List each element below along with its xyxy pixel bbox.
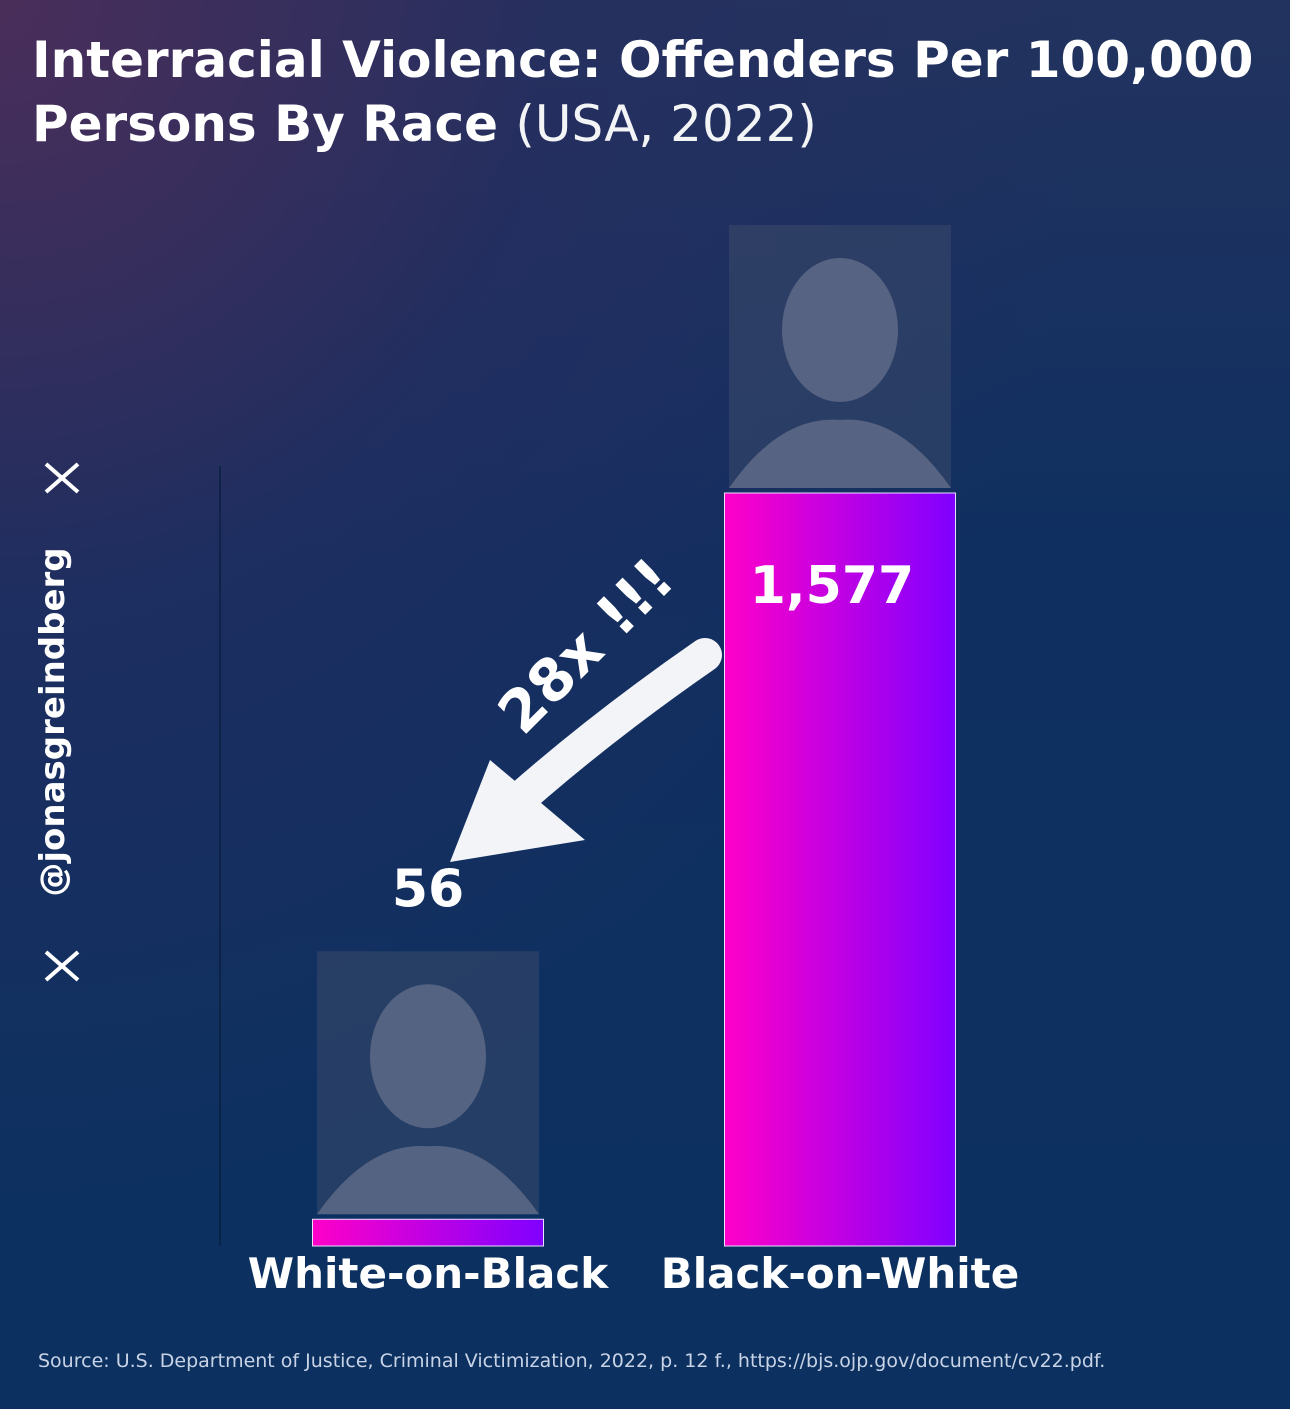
photo-shoulders	[729, 419, 951, 488]
x-icon	[44, 950, 80, 982]
chart-subtitle: (USA, 2022)	[515, 95, 817, 153]
photo-shoulders	[317, 1145, 539, 1215]
watermark-group: @jonasgreindberg	[33, 462, 80, 982]
photo-head	[370, 984, 486, 1129]
annotation: 28x !!!	[485, 545, 687, 747]
x-tick-label: Black-on-White	[661, 1249, 1020, 1298]
watermark: @jonasgreindberg	[33, 547, 73, 896]
chart-title-block: Interracial Violence: Offenders Per 100,…	[32, 28, 1262, 156]
bar	[312, 1218, 544, 1247]
value-label: 56	[392, 859, 464, 919]
source-note: Source: U.S. Department of Justice, Crim…	[38, 1350, 1106, 1372]
arrow-head	[450, 760, 585, 862]
chart-title: Interracial Violence: Offenders Per 100,…	[32, 31, 1254, 153]
photo-head	[782, 258, 898, 402]
x-icon	[44, 462, 80, 494]
x-tick-label: White-on-Black	[248, 1249, 609, 1298]
bar	[724, 492, 956, 1247]
value-label: 1,577	[750, 556, 914, 616]
